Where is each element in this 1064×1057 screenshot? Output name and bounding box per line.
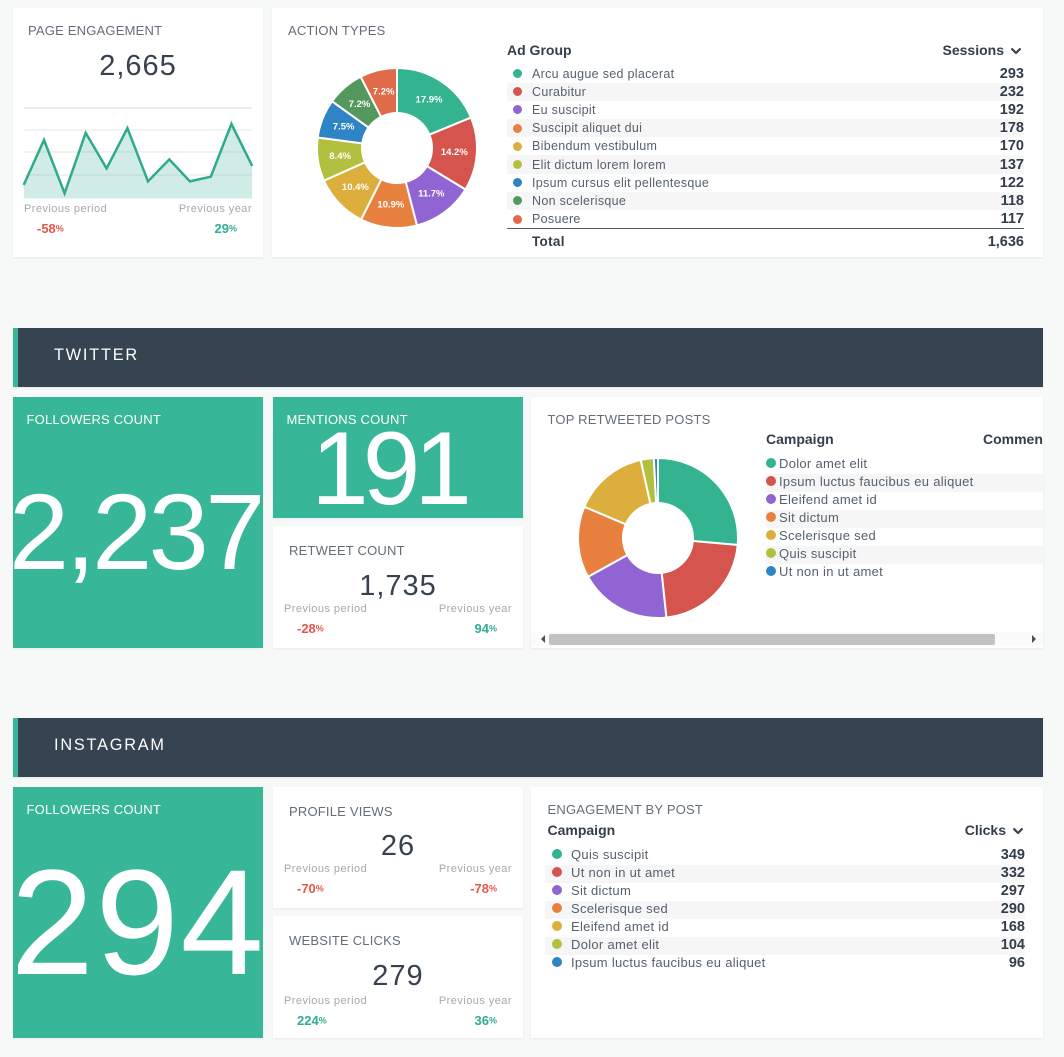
svg-text:10.9%: 10.9% (377, 199, 404, 210)
svg-text:7.2%: 7.2% (349, 98, 371, 109)
svg-text:7.5%: 7.5% (333, 121, 355, 132)
svg-text:7.2%: 7.2% (373, 86, 395, 97)
svg-text:17.9%: 17.9% (416, 94, 443, 105)
svg-text:11.7%: 11.7% (418, 188, 445, 199)
svg-text:8.4%: 8.4% (329, 150, 351, 161)
svg-text:14.2%: 14.2% (441, 147, 468, 158)
svg-text:10.4%: 10.4% (342, 182, 369, 193)
